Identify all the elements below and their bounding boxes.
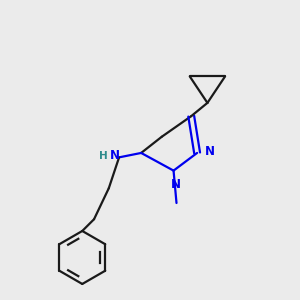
Text: N: N	[205, 145, 214, 158]
Text: N: N	[110, 149, 120, 162]
Text: N: N	[171, 178, 181, 191]
Text: H: H	[98, 151, 107, 161]
